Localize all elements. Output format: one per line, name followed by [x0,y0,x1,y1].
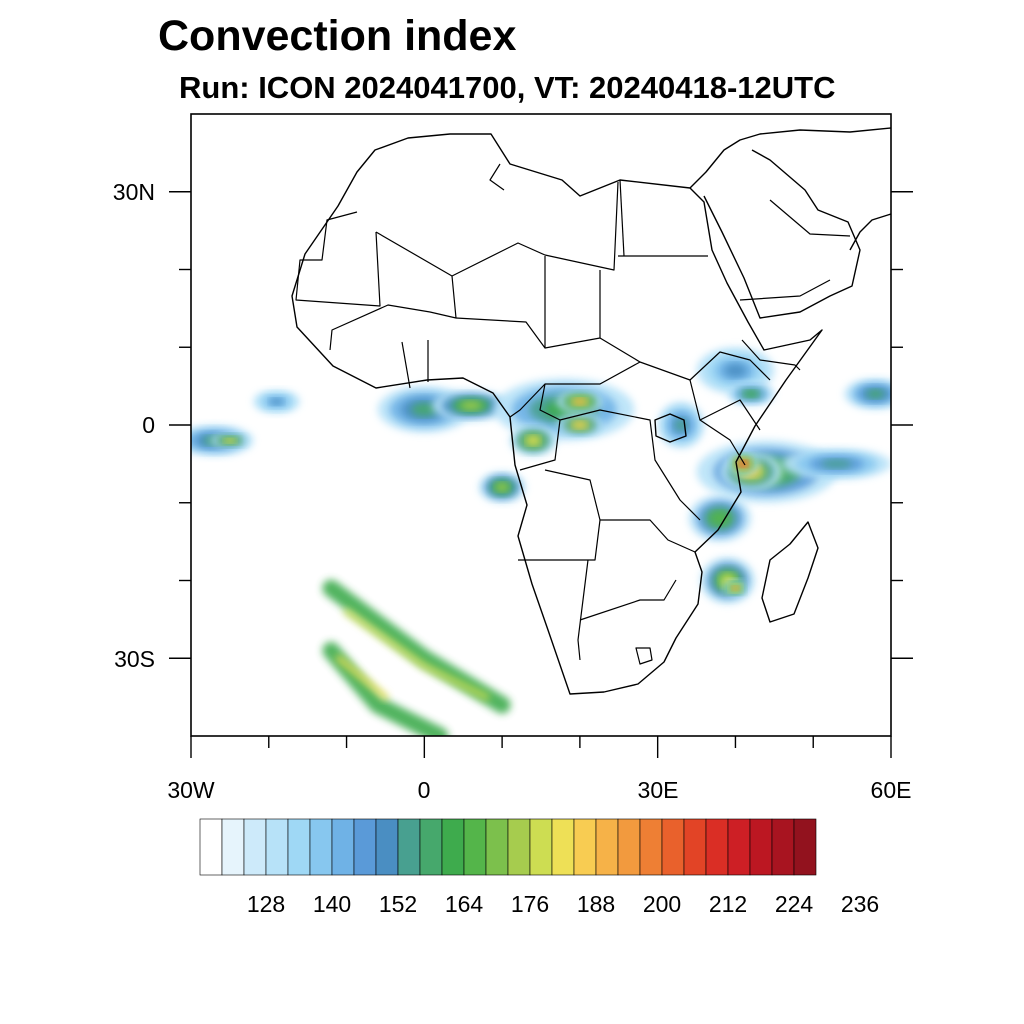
colorbar-swatch [353,818,377,876]
lon-label-30e: 30E [638,777,679,803]
colorbar-swatch [441,818,465,876]
convection-cell [573,421,587,429]
colorbar-swatch [771,818,795,876]
colorbar-swatch [265,818,289,876]
colorbar-swatch [661,818,685,876]
convection-field [191,347,891,736]
convection-cell [573,398,587,405]
colorbar-label-236: 236 [841,891,879,917]
convection-cell [744,390,758,398]
colorbar-swatch [199,818,223,876]
convection-cell [270,398,284,405]
persian-gulf-coast [849,213,891,251]
convection-cell [526,436,540,445]
colorbar-swatch [463,818,487,876]
axis-labels: 30N 0 30S 30W 0 30E 60E [113,179,912,803]
colorbar-swatch [243,818,267,876]
colorbar-swatch [309,818,333,876]
colorbar-label-152: 152 [379,891,417,917]
colorbar-labels: 128 140 152 164 176 188 200 212 224 236 [247,891,879,917]
colorbar-swatch [485,818,509,876]
colorbar-swatch [683,818,707,876]
colorbar-swatch [419,818,443,876]
colorbar-swatch [375,818,399,876]
convection-cell [738,460,748,468]
colorbar-swatch [639,818,663,876]
colorbar-label-140: 140 [313,891,351,917]
lon-label-30w: 30W [167,777,215,803]
convection-cell [224,438,236,443]
madagascar-coastline [761,521,819,623]
lon-label-0: 0 [418,777,431,803]
colorbar-label-188: 188 [577,891,615,917]
map-title: Convection index [158,12,517,60]
lat-label-30s: 30S [114,646,155,672]
convection-band [343,608,490,701]
convection-cell [711,511,729,525]
convection-band [335,655,389,701]
colorbar-swatch [727,818,751,876]
convection-cell [732,586,739,591]
convection-cell [411,402,438,416]
map-subtitle: Run: ICON 2024041700, VT: 20240418-12UTC [179,70,836,105]
convection-cell [821,459,852,469]
colorbar-swatch [793,818,817,876]
lat-label-30n: 30N [113,179,155,205]
colorbar-label-212: 212 [709,891,747,917]
convection-cell [495,482,509,492]
country-borders [295,163,851,665]
axis-ticks [169,191,913,758]
colorbar-swatch [331,818,355,876]
colorbar-swatch [397,818,421,876]
colorbar-label-128: 128 [247,891,285,917]
convection-cell [460,401,482,410]
convection-cell [724,364,747,378]
colorbar-label-224: 224 [775,891,814,917]
colorbar-swatch [287,818,311,876]
colorbar-swatch [221,818,245,876]
colorbar-label-200: 200 [643,891,681,917]
colorbar-swatch [529,818,553,876]
colorbar-label-164: 164 [445,891,484,917]
arabian-peninsula-coastline [703,149,861,319]
colorbar-swatch [551,818,575,876]
lon-label-60e: 60E [871,777,912,803]
colorbar-swatch [617,818,641,876]
colorbar-swatch [749,818,773,876]
colorbar-label-176: 176 [511,891,549,917]
mediterranean-coast [689,127,891,189]
colorbar [199,818,817,876]
lat-label-0: 0 [142,412,155,438]
colorbar-swatch [573,818,597,876]
convection-cell [866,389,885,399]
africa-coastline [291,133,823,695]
colorbar-swatch [507,818,531,876]
lake-victoria [654,413,687,443]
colorbar-swatch [705,818,729,876]
colorbar-swatch [595,818,619,876]
